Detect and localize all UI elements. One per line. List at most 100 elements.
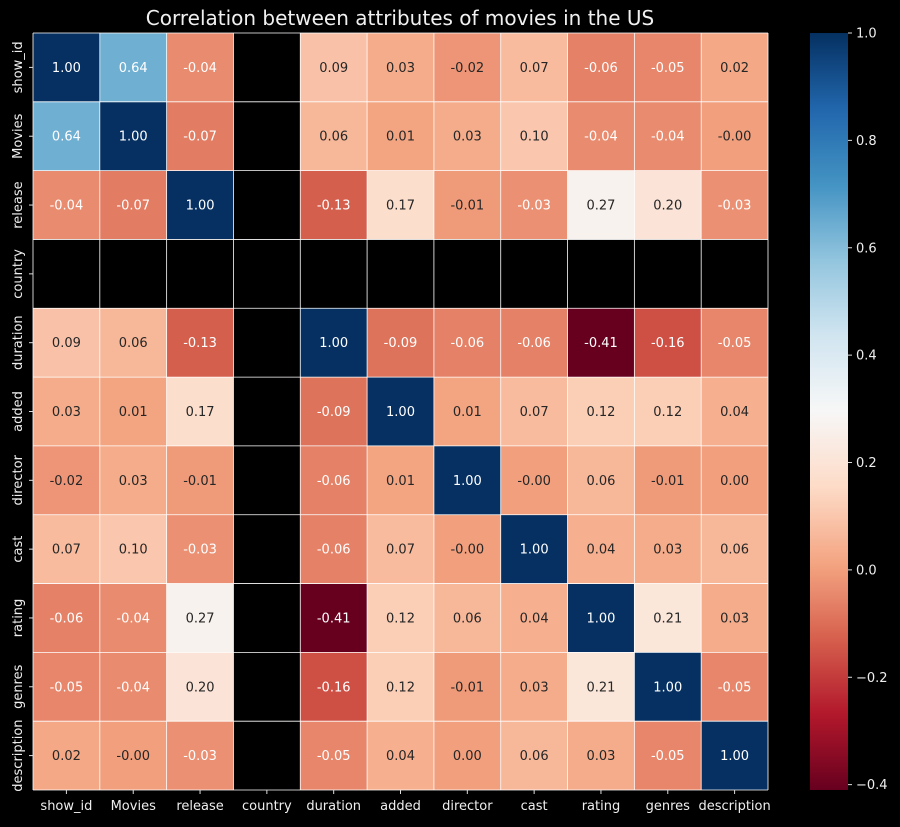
heatmap-cell [300, 377, 368, 446]
cell-annotation: 0.04 [586, 543, 615, 558]
cell-annotation: -0.03 [183, 749, 217, 764]
heatmap-cell [99, 583, 167, 653]
heatmap-cell [634, 377, 702, 446]
cell-annotation: -0.05 [50, 680, 84, 695]
heatmap-cell [367, 377, 434, 446]
cell-annotation: 0.21 [586, 680, 615, 695]
heatmap-cell [33, 377, 100, 446]
heatmap-cell [99, 721, 167, 790]
y-tick-label: cast [11, 536, 26, 563]
heatmap-cell [500, 652, 568, 722]
chart-title: Correlation between attributes of movies… [146, 6, 654, 30]
heatmap-cell [300, 583, 368, 653]
cell-annotation: 0.04 [386, 749, 415, 764]
heatmap-cell [701, 170, 768, 240]
cell-annotation: 0.03 [653, 543, 682, 558]
cell-annotation: -0.01 [651, 474, 685, 489]
heatmap-cell [634, 721, 702, 790]
heatmap-cell [567, 652, 635, 722]
cell-annotation: -0.04 [50, 199, 84, 214]
cell-annotation: 0.04 [720, 405, 749, 420]
cell-annotation: 0.12 [586, 405, 615, 420]
cell-annotation: -0.04 [584, 130, 618, 145]
cell-annotation: 0.07 [520, 61, 549, 76]
heatmap-cell [433, 652, 501, 722]
cell-annotation: 1.00 [720, 749, 749, 764]
x-tick-label: Movies [111, 799, 156, 814]
heatmap-cell [567, 377, 635, 446]
heatmap-cell [433, 514, 501, 584]
cell-annotation: 0.00 [453, 749, 482, 764]
cell-annotation: -0.13 [317, 199, 351, 214]
x-tick-label: duration [306, 799, 361, 814]
heatmap-cell [367, 514, 434, 584]
cell-annotation: -0.02 [50, 474, 84, 489]
cell-annotation: 1.00 [319, 336, 348, 351]
cell-annotation: 0.64 [119, 61, 148, 76]
heatmap-cell [701, 308, 768, 378]
heatmap-cell [166, 101, 234, 171]
heatmap-cell [433, 377, 501, 446]
heatmap-cell [701, 514, 768, 584]
cell-annotation: 0.09 [52, 336, 81, 351]
cell-annotation: -0.03 [718, 199, 752, 214]
heatmap-cell [634, 170, 702, 240]
cell-annotation: -0.00 [450, 543, 484, 558]
cell-annotation: 1.00 [52, 61, 81, 76]
cell-annotation: -0.04 [651, 130, 685, 145]
cell-annotation: -0.00 [718, 130, 752, 145]
heatmap-cell [433, 445, 501, 515]
heatmap-cell [701, 101, 768, 171]
heatmap-cell [500, 445, 568, 515]
heatmap-cell [367, 652, 434, 722]
heatmap-cell [99, 33, 167, 102]
cell-annotation: 0.06 [520, 749, 549, 764]
cell-annotation: 1.00 [453, 474, 482, 489]
heatmap-cell [33, 721, 100, 790]
heatmap-cell [99, 514, 167, 584]
heatmap-cell [634, 308, 702, 378]
cell-annotation: -0.41 [317, 611, 351, 626]
heatmap-cell [500, 308, 568, 378]
heatmap-cell [300, 33, 368, 102]
cell-annotation: 0.64 [52, 130, 81, 145]
cell-annotation: -0.05 [718, 680, 752, 695]
cell-annotation: -0.04 [183, 61, 217, 76]
heatmap-cell [500, 721, 568, 790]
x-tick-label: release [176, 799, 223, 814]
cell-annotation: 0.03 [586, 749, 615, 764]
cell-annotation: 0.27 [186, 611, 215, 626]
heatmap-cell [567, 721, 635, 790]
cell-annotation: -0.06 [584, 61, 618, 76]
y-tick-label: duration [11, 315, 26, 370]
heatmap-cell [500, 583, 568, 653]
heatmap-cell [300, 308, 368, 378]
heatmap-cell [300, 721, 368, 790]
cell-annotation: 1.00 [119, 130, 148, 145]
heatmap-cell [99, 652, 167, 722]
cell-annotation: 0.06 [453, 611, 482, 626]
heatmap-cell [300, 170, 368, 240]
cell-annotation: -0.05 [651, 61, 685, 76]
cell-annotation: 0.02 [52, 749, 81, 764]
heatmap-cell [33, 583, 100, 653]
cell-annotation: 0.03 [52, 405, 81, 420]
cell-annotation: -0.09 [384, 336, 418, 351]
cell-annotation: 0.27 [586, 199, 615, 214]
cell-annotation: -0.06 [517, 336, 551, 351]
colorbar-tick-label: 0.4 [856, 349, 877, 364]
cell-annotation: -0.06 [450, 336, 484, 351]
heatmap-cell [166, 33, 234, 102]
x-tick-label: cast [521, 799, 548, 814]
heatmap-cell [634, 583, 702, 653]
heatmap-cell [567, 583, 635, 653]
cell-annotation: -0.07 [116, 199, 150, 214]
cell-annotation: 0.03 [386, 61, 415, 76]
colorbar [810, 33, 848, 790]
heatmap-cell [166, 721, 234, 790]
colorbar-tick-label: −0.4 [856, 778, 888, 793]
heatmap-cell [500, 514, 568, 584]
heatmap-cell [99, 377, 167, 446]
y-tick-label: country [11, 249, 26, 299]
cell-annotation: -0.05 [651, 749, 685, 764]
